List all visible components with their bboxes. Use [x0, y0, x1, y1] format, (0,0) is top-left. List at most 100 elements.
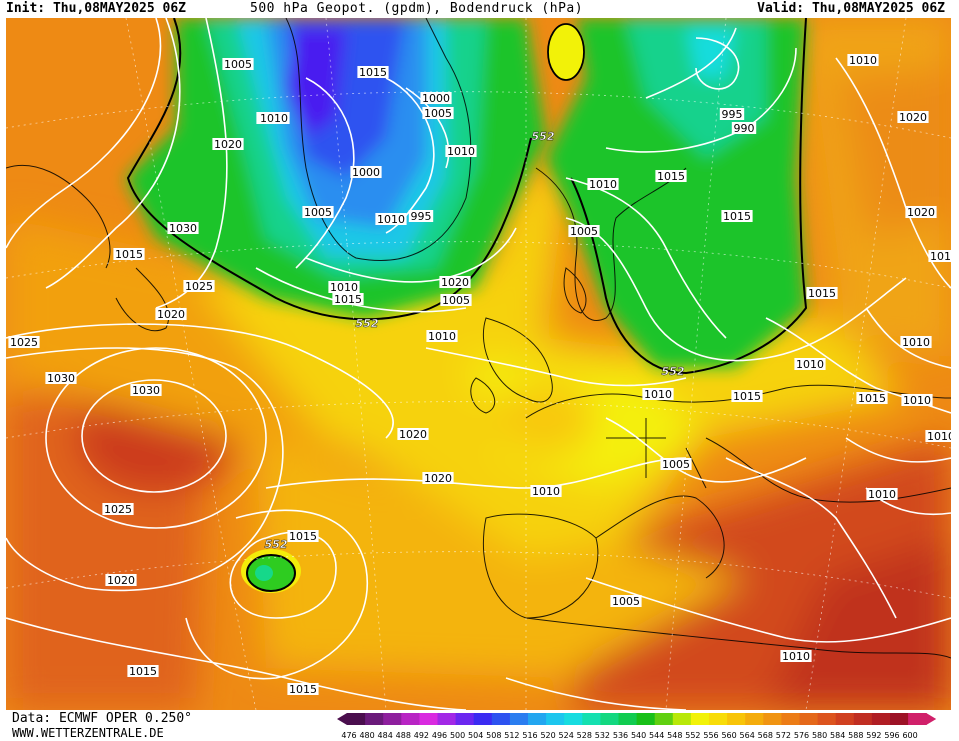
scale-tick-label: 576 — [794, 731, 809, 740]
cutoff-low — [241, 549, 301, 593]
scale-cell — [528, 713, 547, 725]
scale-tick-label: 564 — [740, 731, 755, 740]
isobar-label-bg — [113, 248, 145, 260]
isobar-label-bg — [780, 650, 812, 662]
trough-west — [126, 18, 546, 318]
isobar-label: 1020 — [907, 206, 935, 219]
scale-tick-label: 572 — [776, 731, 791, 740]
scale-cell — [871, 713, 891, 725]
isobar-label: 1025 — [104, 503, 132, 516]
isobar-label: 1015 — [334, 293, 362, 306]
scale-cell — [727, 713, 746, 725]
isobar-label-bg — [731, 390, 763, 402]
scale-tick-label: 544 — [649, 731, 664, 740]
scale-cell — [600, 713, 619, 725]
scale-tick-label: 492 — [414, 731, 429, 740]
isobar-label: 1020 — [441, 276, 469, 289]
isobar-label: 1010 — [532, 485, 560, 498]
scale-cell — [365, 713, 384, 725]
scale-tick-label: 600 — [902, 731, 917, 740]
geopotential-label-552: 552 — [265, 538, 288, 551]
scale-tick-label: 588 — [848, 731, 863, 740]
scale-tick-label: 480 — [359, 731, 374, 740]
weather-map: 1005 1010 1020 1030 1015 1025 1020 1025 1030 1030… — [6, 18, 951, 710]
scale-tick-label: 568 — [758, 731, 773, 740]
isobar-label-bg — [45, 372, 77, 384]
scale-cell — [817, 713, 837, 725]
isobar-label-bg — [328, 281, 360, 293]
data-source-label: Data: ECMWF OPER 0.250° — [12, 711, 193, 726]
scale-cell — [347, 713, 366, 725]
scale-tick-label: 532 — [595, 731, 610, 740]
isobar-label-bg — [719, 108, 745, 120]
isobar-label: 1010 — [796, 358, 824, 371]
scale-tick-label: 596 — [884, 731, 899, 740]
isobar-label-bg — [422, 472, 454, 484]
scale-cell — [654, 713, 674, 725]
isobar-label-bg — [212, 138, 244, 150]
scale-cell — [636, 713, 656, 725]
isobar-label: 1015 — [359, 66, 387, 79]
isobar-label-bg — [8, 336, 40, 348]
scale-tick-label: 540 — [631, 731, 646, 740]
isobar-label: 1005 — [304, 206, 332, 219]
scale-cell — [709, 713, 728, 725]
isobar-label-bg — [102, 503, 134, 515]
color-scale-cells — [337, 713, 937, 725]
isobar-label-bg — [302, 206, 334, 218]
init-time-label: Init: Thu,08MAY2025 06Z — [6, 1, 187, 16]
isobar-label: 1005 — [442, 294, 470, 307]
isobar-label-bg — [866, 488, 898, 500]
isobar-label: 1015 — [115, 248, 143, 261]
isobar-label-bg — [130, 384, 162, 396]
geopotential-label-552: 552 — [532, 130, 555, 143]
isobar-label: 1015 — [289, 683, 317, 696]
isobar-label-bg — [422, 107, 454, 119]
isobar-label: 995 — [411, 210, 432, 223]
scale-cell — [491, 713, 511, 725]
isobar-label: 1020 — [899, 111, 927, 124]
scale-cell — [799, 713, 819, 725]
isobar-label-bg — [905, 206, 937, 218]
scale-arrow-right — [926, 713, 937, 725]
isobar-label-bg — [610, 595, 642, 607]
isobar-label-bg — [258, 112, 290, 124]
isobar-label: 995 — [722, 108, 743, 121]
isobar-label-bg — [806, 287, 838, 299]
scale-tick-label: 512 — [504, 731, 519, 740]
isobar-label-bg — [530, 485, 562, 497]
geopotential-label-552: 552 — [662, 365, 685, 378]
isobar-label-bg — [350, 166, 382, 178]
geopotential-label-552: 552 — [356, 317, 379, 330]
isobar-label: 1010 — [447, 145, 475, 158]
scale-cell — [908, 713, 927, 725]
scale-tick-label: 560 — [721, 731, 736, 740]
isobar-label-bg — [568, 225, 600, 237]
isobar-label: 1020 — [399, 428, 427, 441]
isobar-label: 1010 — [260, 112, 288, 125]
isobar-label: 1000 — [422, 92, 450, 105]
isobar-label-bg — [127, 665, 159, 677]
isobar-label-bg — [900, 336, 932, 348]
scale-tick-label: 584 — [830, 731, 845, 740]
isobar-label-bg — [731, 122, 757, 134]
scale-cell — [672, 713, 692, 725]
isobar-label: 1015 — [733, 390, 761, 403]
isobar-label-bg — [925, 430, 951, 442]
isobar-label-bg — [587, 178, 619, 190]
isobar-label: 1030 — [169, 222, 197, 235]
trough-east — [546, 18, 806, 368]
isobar-label-bg — [357, 66, 389, 78]
isobar-label: 1010 — [330, 281, 358, 294]
map-title: 500 hPa Geopot. (gpdm), Bodendruck (hPa) — [250, 1, 584, 16]
isobar-label: 1010 — [903, 394, 931, 407]
isobar-label: 1010 — [782, 650, 810, 663]
isobar-label: 1005 — [662, 458, 690, 471]
scale-tick-label: 504 — [468, 731, 483, 740]
isobar-label: 1010 — [644, 388, 672, 401]
isobar-label-bg — [439, 276, 471, 288]
isobar-label-bg — [721, 210, 753, 222]
scale-tick-label: 552 — [685, 731, 700, 740]
scale-tick-label: 520 — [540, 731, 555, 740]
